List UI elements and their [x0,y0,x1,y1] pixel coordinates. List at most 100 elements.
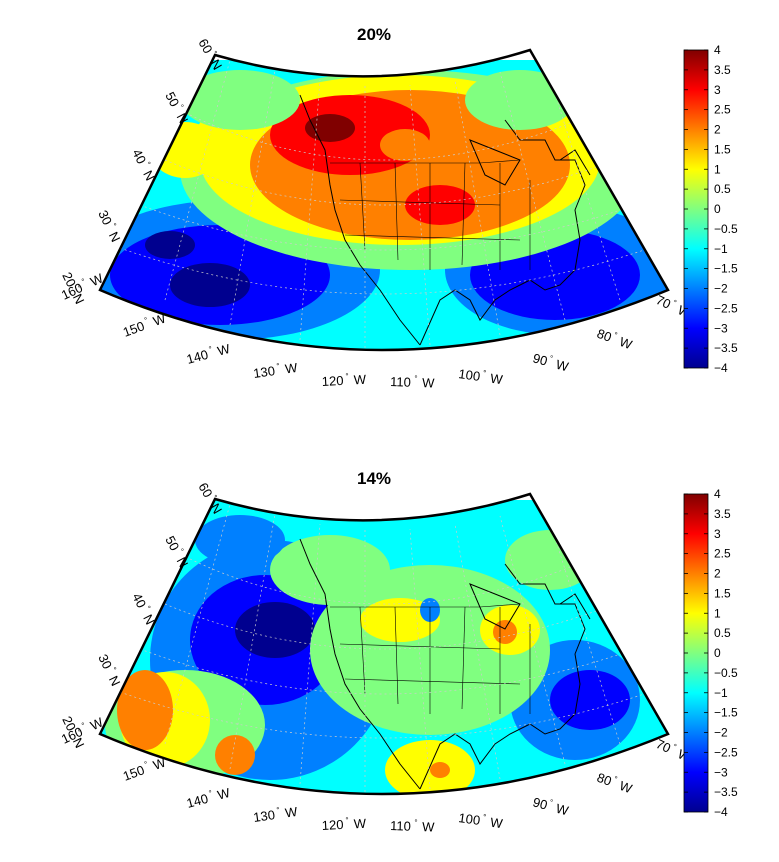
svg-text:°: ° [143,315,149,325]
svg-text:W: W [151,310,168,329]
svg-text:W: W [353,816,367,832]
svg-text:W: W [554,357,570,375]
svg-text:°: ° [109,222,118,229]
svg-text:°: ° [176,547,185,554]
svg-text:W: W [422,819,436,834]
colorbar-tick-label: −2 [714,726,728,740]
svg-text:150: 150 [121,762,147,784]
lon-label: 120 ° W [321,816,367,833]
colorbar-tick-label: 1.5 [714,586,731,600]
colorbar-tick-label: −2 [714,282,728,296]
svg-text:90: 90 [531,794,549,812]
colorbar-tick-label: −1.5 [714,262,738,276]
svg-text:90: 90 [531,350,549,368]
svg-text:N: N [106,673,124,688]
svg-text:130: 130 [252,363,276,381]
svg-text:30: 30 [95,208,115,228]
graticule [119,503,651,792]
panel-bottom: 14% [59,469,738,835]
svg-text:°: ° [80,277,87,287]
svg-text:W: W [489,371,504,388]
svg-text:80: 80 [595,326,614,345]
lat-label: 30 ° N [95,652,124,689]
colorbar-tick-label: −4 [714,805,728,819]
svg-text:40: 40 [129,147,149,167]
lon-label: 100 ° W [458,810,505,832]
map-outline [98,48,670,352]
svg-text:°: ° [612,774,618,784]
lat-labels: 60 ° N 50 ° N 40 ° N 30 ° N 20 ° [59,36,225,306]
svg-text:150: 150 [121,318,147,340]
svg-text:°: ° [548,354,553,364]
coastline [299,538,591,790]
colorbar-tick-label: 4 [714,487,721,501]
svg-text:50: 50 [162,89,182,109]
colorbar-tick-label: 0.5 [714,182,731,196]
svg-text:70: 70 [654,736,673,756]
svg-text:°: ° [671,298,678,308]
svg-text:120: 120 [321,817,343,833]
svg-text:140: 140 [185,347,210,367]
svg-text:°: ° [176,103,185,110]
lat-label: 40 ° N [129,591,158,628]
svg-text:°: ° [482,812,486,821]
svg-text:110: 110 [390,374,411,390]
colorbar: 4 3.5 3 2.5 2 1.5 1 0.5 0 −0.5 −1 −1.5 −2 −2.5 −3 −3.5 −… [683,487,738,819]
border-lines [330,603,531,714]
colorbar-tick-label: 2 [714,567,721,581]
panel-top: 20% [59,25,738,391]
panel-title: 14% [357,469,391,488]
svg-text:°: ° [143,160,152,167]
svg-text:°: ° [208,788,213,798]
colorbar-tick-label: −0.5 [714,666,738,680]
svg-text:100: 100 [458,810,482,828]
svg-text:130: 130 [252,807,276,825]
svg-text:100: 100 [458,366,482,384]
svg-text:W: W [618,778,635,797]
map-frame [98,492,670,796]
svg-text:W: W [216,341,232,359]
lat-label: 40 ° N [129,147,158,184]
colorbar-tick-label: −3 [714,321,728,335]
svg-text:W: W [489,815,504,832]
svg-text:140: 140 [185,791,210,811]
lon-label: 130 ° W [252,804,299,825]
heatmap-field [100,500,668,794]
svg-text:°: ° [73,728,82,735]
colorbar-tick-label: 1 [714,606,721,620]
lat-label: 60 ° N [195,36,225,72]
colorbar-tick-label: 1 [714,162,721,176]
lon-label: 130 ° W [252,360,299,381]
colorbar-tick-label: 4 [714,43,721,57]
svg-text:°: ° [414,374,418,383]
map-frame [98,48,670,352]
svg-text:°: ° [612,330,618,340]
svg-text:W: W [151,754,168,773]
colorbar-ticks: 4 3.5 3 2.5 2 1.5 1 0.5 0 −0.5 −1 −1.5 −2 −2.5 −3 −3.5 −… [684,487,738,819]
colorbar-tick-label: 3 [714,83,721,97]
svg-text:40: 40 [129,591,149,611]
svg-text:°: ° [73,284,82,291]
svg-text:°: ° [209,493,218,500]
lon-label: 150° W [121,310,168,340]
lat-label: 60 ° N [195,480,225,516]
colorbar-tick-label: −2.5 [714,745,738,759]
colorbar-tick-label: −1.5 [714,706,738,720]
svg-text:°: ° [143,759,149,769]
svg-text:°: ° [143,604,152,611]
svg-text:110: 110 [390,818,411,834]
colorbar-tick-label: 2.5 [714,547,731,561]
colorbar-tick-label: −0.5 [714,222,738,236]
svg-text:30: 30 [95,652,115,672]
colorbar-tick-label: −3.5 [714,341,738,355]
svg-text:°: ° [109,666,118,673]
lon-labels: 160° W 150° W 140° W 130 ° W 120 ° W 110 ° W 100 °… [59,270,694,390]
lon-label: 140° W [185,785,232,811]
svg-text:20: 20 [59,270,79,290]
svg-text:W: W [216,785,232,803]
svg-text:W: W [554,801,570,819]
colorbar-tick-label: 3.5 [714,63,731,77]
svg-text:80: 80 [595,770,614,789]
lat-label: 50 ° N [162,533,191,570]
svg-text:°: ° [671,742,678,752]
